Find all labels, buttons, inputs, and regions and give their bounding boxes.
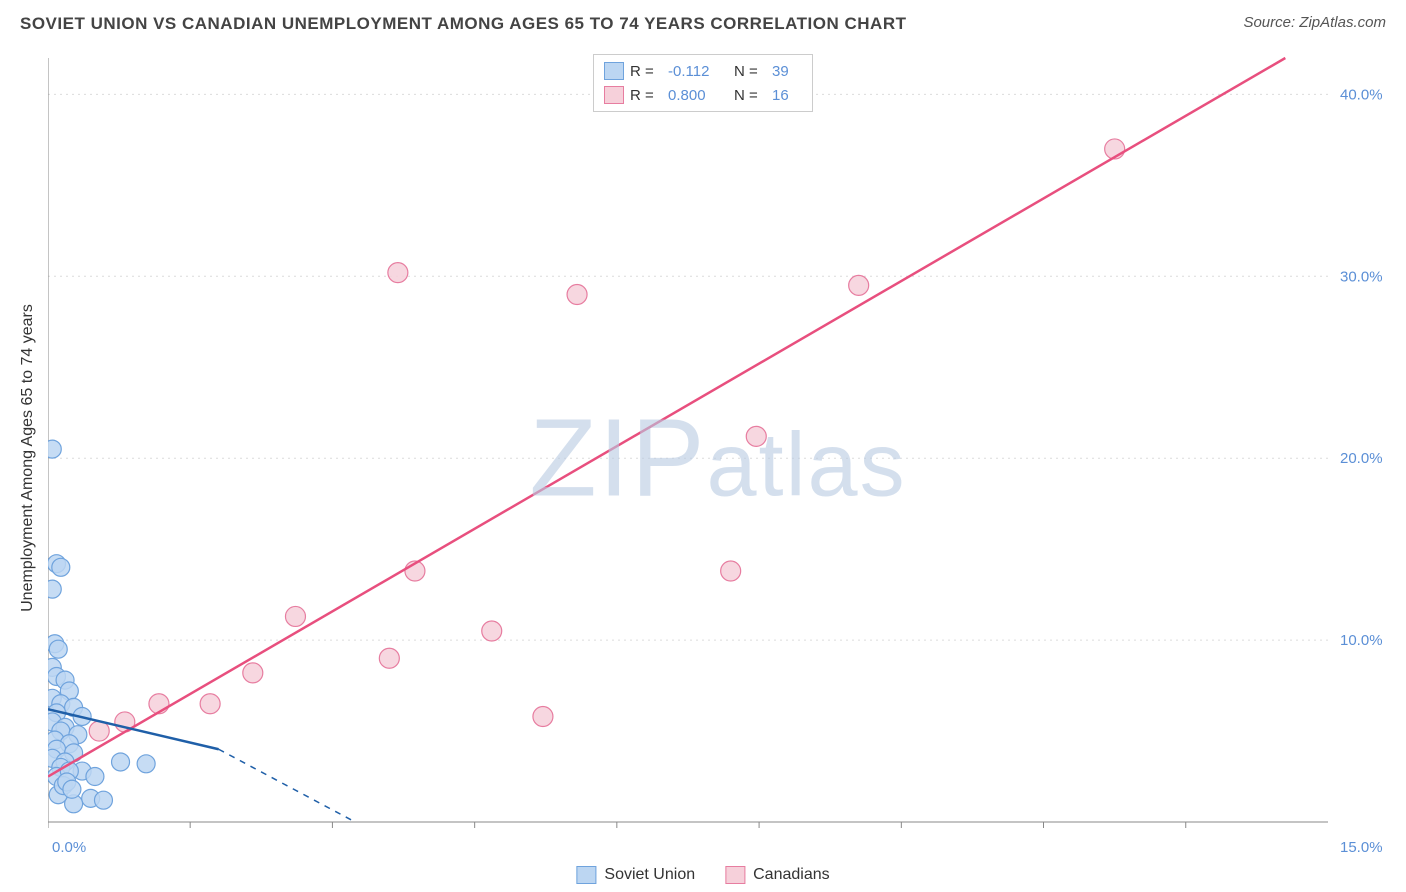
- svg-text:20.0%: 20.0%: [1340, 450, 1383, 467]
- chart-header: SOVIET UNION VS CANADIAN UNEMPLOYMENT AM…: [0, 0, 1406, 48]
- legend-swatch: [725, 866, 745, 884]
- legend-r-value: -0.112: [668, 63, 728, 80]
- legend-r-label: R =: [630, 63, 662, 80]
- chart-title: SOVIET UNION VS CANADIAN UNEMPLOYMENT AM…: [20, 14, 907, 34]
- legend-n-label: N =: [734, 87, 766, 104]
- chart-source: Source: ZipAtlas.com: [1243, 14, 1386, 31]
- legend-swatch: [604, 62, 624, 80]
- svg-text:0.0%: 0.0%: [52, 839, 86, 856]
- y-axis-label: Unemployment Among Ages 65 to 74 years: [19, 304, 37, 612]
- legend-series-item: Canadians: [725, 866, 830, 884]
- legend-r-value: 0.800: [668, 87, 728, 104]
- legend-swatch: [576, 866, 596, 884]
- legend-series-label: Soviet Union: [604, 866, 695, 883]
- legend-series: Soviet Union Canadians: [576, 866, 829, 884]
- legend-n-label: N =: [734, 63, 766, 80]
- plot-area: Unemployment Among Ages 65 to 74 years 1…: [48, 54, 1388, 862]
- svg-text:40.0%: 40.0%: [1340, 86, 1383, 103]
- legend-series-item: Soviet Union: [576, 866, 695, 884]
- legend-correlation-row: R = 0.800 N = 16: [604, 83, 802, 107]
- legend-correlation-row: R = -0.112 N = 39: [604, 59, 802, 83]
- legend-swatch: [604, 86, 624, 104]
- legend-n-value: 16: [772, 87, 802, 104]
- legend-n-value: 39: [772, 63, 802, 80]
- legend-correlation: R = -0.112 N = 39 R = 0.800 N = 16: [593, 54, 813, 112]
- chart-svg: 10.0% 20.0% 30.0% 40.0% 15.0% 0.0%: [48, 54, 1388, 862]
- svg-text:30.0%: 30.0%: [1340, 268, 1383, 285]
- svg-text:10.0%: 10.0%: [1340, 632, 1383, 649]
- legend-r-label: R =: [630, 87, 662, 104]
- svg-text:15.0%: 15.0%: [1340, 839, 1383, 856]
- legend-series-label: Canadians: [753, 866, 830, 883]
